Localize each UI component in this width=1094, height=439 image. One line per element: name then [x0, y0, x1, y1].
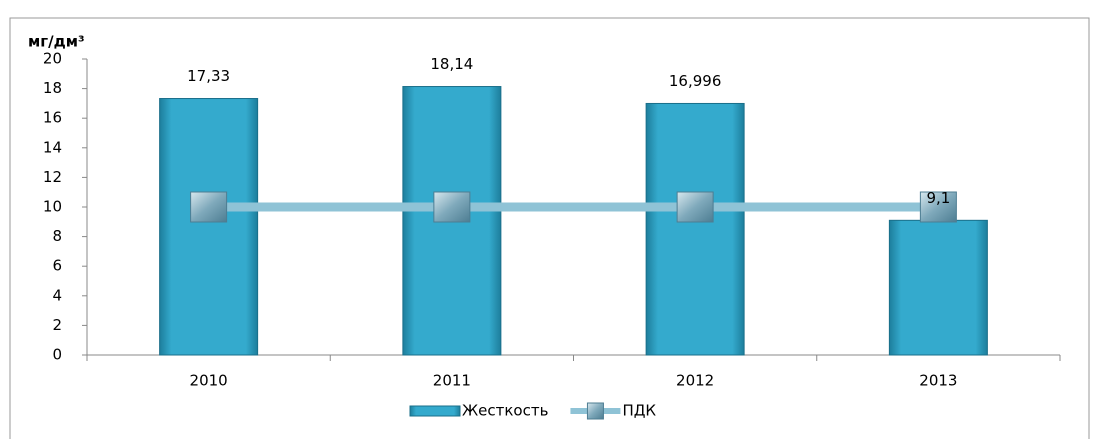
- y-axis-label: мг/дм³: [28, 33, 85, 51]
- data-label: 9,1: [926, 189, 950, 207]
- data-label: 16,996: [669, 72, 722, 90]
- data-label: 18,14: [430, 55, 473, 73]
- y-tick-label: 20: [43, 50, 62, 68]
- legend-marker: [586, 402, 604, 420]
- x-tick-label: 2010: [190, 372, 228, 390]
- y-tick-label: 2: [52, 316, 62, 334]
- legend-label: ПДК: [622, 402, 656, 420]
- legend-swatch: [409, 405, 461, 417]
- y-tick-label: 6: [52, 257, 62, 275]
- bar: [159, 98, 259, 356]
- bar: [645, 102, 745, 356]
- y-tick-label: 4: [52, 286, 62, 304]
- x-tick-label: 2011: [433, 372, 471, 390]
- x-tick-label: 2012: [676, 372, 714, 390]
- line-marker: [919, 191, 957, 223]
- legend-label: Жесткость: [462, 402, 548, 420]
- y-tick-label: 14: [43, 138, 62, 156]
- y-tick-label: 8: [52, 227, 62, 245]
- y-tick-label: 16: [43, 109, 62, 127]
- chart-frame: [9, 17, 1090, 439]
- line-marker: [676, 191, 714, 223]
- x-tick-label: 2013: [919, 372, 957, 390]
- y-tick-label: 10: [43, 198, 62, 216]
- data-label: 17,33: [187, 67, 230, 85]
- y-tick-label: 12: [43, 168, 62, 186]
- y-tick-label: 18: [43, 79, 62, 97]
- y-tick-label: 0: [52, 346, 62, 364]
- line-marker: [433, 191, 471, 223]
- bar: [888, 219, 988, 356]
- line-marker: [190, 191, 228, 223]
